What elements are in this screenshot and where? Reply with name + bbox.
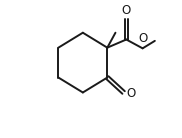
- Text: O: O: [122, 4, 131, 17]
- Text: O: O: [139, 32, 148, 45]
- Text: O: O: [127, 87, 136, 100]
